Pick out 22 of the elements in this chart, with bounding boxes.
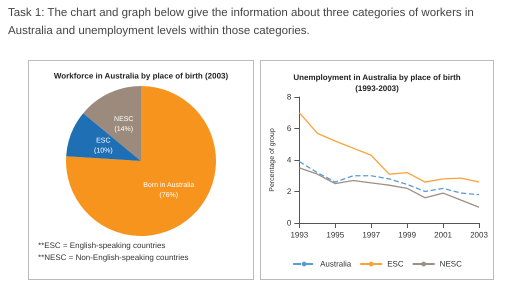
x-tick-label: 2003: [470, 230, 488, 240]
text: **NESC = Non-English-speaking countries: [38, 252, 189, 264]
x-tick-label: 2001: [434, 230, 453, 240]
line-series: [298, 160, 480, 196]
legend-label: ESC: [387, 260, 404, 268]
y-tick-label: 8: [286, 92, 292, 102]
legend-label: NESC: [440, 260, 462, 268]
y-tick-label: 6: [286, 124, 292, 133]
chart-title: Workforce in Australia by place of birth (2003): [54, 72, 228, 80]
y-tick-label: 0: [286, 218, 292, 228]
text: **ESC = English-speaking countries: [38, 240, 166, 252]
y-tick-label: 2: [286, 187, 292, 196]
x-tick-label: 1997: [362, 230, 381, 240]
line-series: [298, 167, 480, 208]
text: Task 1: The chart and graph below give the information about three categories of workers in Australia and unemployment levels within those categories.: [8, 6, 475, 39]
x-tick-label: 1995: [326, 230, 345, 240]
line-series: [298, 112, 480, 183]
y-tick-label: 4: [286, 156, 292, 164]
x-tick-label: 1999: [398, 230, 417, 240]
legend-label: Australia: [320, 260, 352, 268]
chart-title: Unemployment in Australia by place of birth (1993-2003): [293, 73, 461, 93]
x-tick-label: 1993: [290, 230, 309, 240]
